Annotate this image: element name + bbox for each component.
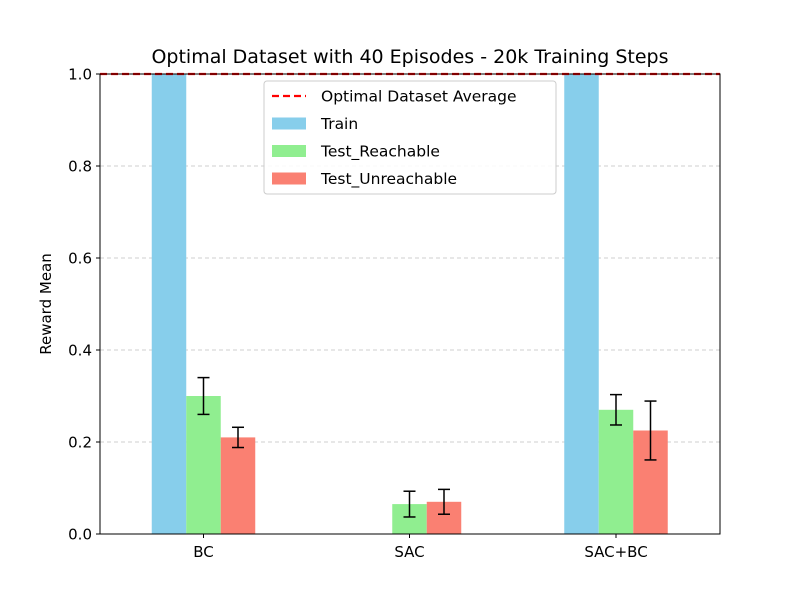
y-tick-label: 0.8: [68, 158, 92, 176]
x-tick-label: BC: [193, 543, 214, 561]
bar-test-reachable-sac-plus-bc: [598, 409, 634, 534]
error-bar: [644, 400, 657, 461]
x-tick-label: SAC+BC: [584, 543, 647, 561]
x-tick-label: SAC: [394, 543, 424, 561]
error-bar: [403, 490, 416, 518]
y-tick-label: 0.2: [68, 434, 92, 452]
error-bar: [438, 488, 450, 515]
bar-test-reachable-bc: [186, 396, 221, 534]
error-bar: [232, 426, 244, 449]
y-tick-label: 0.0: [68, 526, 92, 544]
legend: Optimal Dataset Average Train Test_Reachab…: [263, 80, 557, 195]
y-tick-label: 0.4: [68, 342, 92, 360]
bar-train-bc: [151, 74, 187, 534]
y-tick-label: 0.6: [68, 250, 92, 268]
legend-label: Train: [320, 115, 358, 133]
error-bar: [197, 376, 210, 416]
error-bars-layer: [197, 376, 657, 518]
bars-layer: [151, 74, 668, 534]
legend-swatch: [272, 145, 306, 157]
y-tick-label: 1.0: [68, 66, 92, 84]
legend-label: Optimal Dataset Average: [321, 88, 517, 106]
error-bar: [610, 393, 622, 426]
chart-title: Optimal Dataset with 40 Episodes - 20k T…: [151, 46, 668, 68]
legend-swatch: [272, 117, 306, 130]
bar-test-unreachable-bc: [220, 437, 256, 534]
legend-label: Test_Unreachable: [320, 170, 457, 189]
legend-swatch: [272, 172, 306, 185]
bar-train-sac-plus-bc: [564, 74, 599, 534]
ticks-layer: 0.0 0.2 0.4 0.6 0.8 1.0 BC SAC SAC+BC: [68, 66, 648, 562]
legend-box: [263, 80, 557, 195]
y-axis-label: Reward Mean: [37, 253, 55, 355]
legend-label: Test_Reachable: [320, 143, 440, 162]
